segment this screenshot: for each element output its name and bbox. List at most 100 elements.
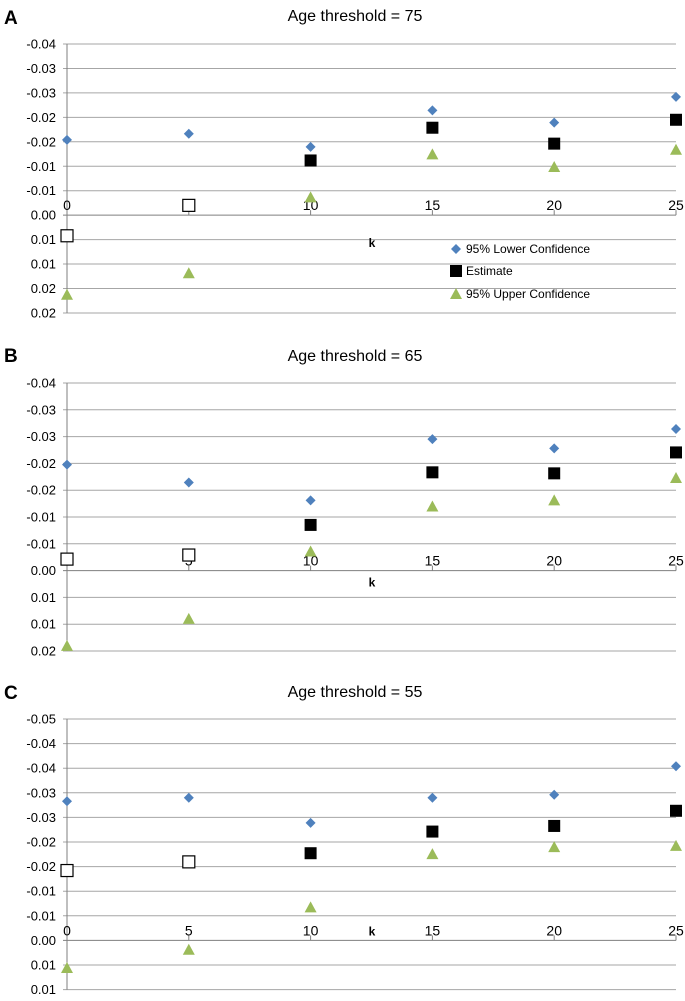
x-tick-label: 10 (303, 922, 319, 938)
y-tick-label: 0.00 (31, 933, 56, 948)
y-tick-label: -0.05 (26, 712, 56, 727)
x-axis-label: k (369, 236, 376, 250)
square-point (60, 229, 74, 243)
square-point (426, 121, 439, 134)
series-diamond (62, 423, 681, 506)
chart-panel-c: C Age threshold = 55 -0.05 -0.04 -0.04 -0.03 -… (4, 683, 684, 997)
diamond-point (671, 91, 681, 102)
square-point (670, 113, 682, 126)
y-tick-label: -0.03 (26, 429, 56, 444)
square-point (60, 863, 74, 878)
triangle-point (61, 961, 73, 973)
triangle-point (304, 901, 317, 913)
square-point (426, 466, 439, 479)
y-tick-label: -0.04 (26, 736, 56, 751)
diamond-point (62, 134, 72, 145)
series-triangle (61, 471, 682, 651)
square-point (548, 467, 561, 480)
diamond-point (183, 128, 194, 139)
y-tick-label: -0.01 (26, 908, 56, 923)
square-point (304, 847, 317, 860)
y-tick-label: -0.02 (26, 110, 56, 125)
legend-label: 95% Lower Confidence (466, 242, 590, 256)
y-tick-label: 0.00 (31, 208, 56, 223)
triangle-point (304, 545, 317, 557)
legend-label: 95% Upper Confidence (466, 287, 590, 301)
diamond-point (671, 761, 681, 772)
triangle-point (548, 161, 561, 173)
triangle-point (182, 267, 195, 279)
y-tick-label: -0.03 (26, 402, 56, 417)
triangle-point (182, 612, 195, 624)
legend-triangle-marker (450, 288, 462, 299)
square-point (304, 518, 317, 531)
square-point (670, 804, 682, 817)
y-tick-label: -0.02 (26, 483, 56, 498)
diamond-point (183, 792, 194, 803)
diamond-point (549, 789, 560, 800)
x-tick-label: 25 (668, 197, 684, 213)
y-tick-label: -0.02 (26, 835, 56, 850)
y-tick-label: -0.02 (26, 134, 56, 149)
square-point (548, 819, 561, 832)
square-point (304, 154, 317, 167)
y-tick-label: 0.02 (31, 281, 56, 296)
diamond-point (549, 443, 560, 454)
diamond-point (62, 459, 72, 470)
triangle-point (548, 494, 561, 506)
legend: 95% Lower Confidence Estimate 95% Upper Co… (450, 242, 590, 301)
series-square (60, 804, 682, 878)
y-tick-label: 0.01 (31, 590, 56, 605)
y-tick-label: 0.01 (31, 232, 56, 247)
y-tick-label: -0.01 (26, 510, 56, 525)
panel-label: C (4, 683, 18, 704)
legend-square-marker (450, 265, 462, 277)
panel-label: B (4, 346, 18, 367)
y-tick-label: -0.03 (26, 810, 56, 825)
square-point (182, 855, 196, 869)
triangle-point (426, 848, 439, 860)
y-tick-label: 0.01 (31, 257, 56, 272)
x-tick-label: 15 (425, 197, 441, 213)
y-tick-label: -0.03 (26, 85, 56, 100)
square-point (182, 548, 196, 562)
y-tick-label: -0.01 (26, 159, 56, 174)
x-tick-label: 25 (668, 922, 684, 938)
chart-title: Age threshold = 55 (288, 684, 423, 701)
diamond-point (183, 477, 194, 488)
x-tick-label: 0 (63, 922, 71, 938)
chart-panel-b: B Age threshold = 65 -0.04 -0.03 -0.03 -0.02 -… (4, 346, 684, 659)
triangle-point (304, 191, 317, 203)
y-tick-label: 0.02 (31, 305, 56, 320)
y-tick-label: -0.02 (26, 859, 56, 874)
legend-label: Estimate (466, 264, 513, 278)
triangle-point (61, 639, 73, 651)
diamond-point (427, 434, 438, 445)
y-tick-label: 0.01 (31, 982, 56, 997)
y-tick-label: 0.01 (31, 617, 56, 632)
chart-panel-a: A Age threshold = 75 -0.04 -0.03 -0.03 -0.02 -… (4, 8, 684, 320)
diamond-point (305, 817, 316, 828)
series-diamond (62, 91, 681, 152)
series-diamond (62, 761, 681, 828)
chart-title: Age threshold = 75 (288, 8, 423, 25)
x-tick-label: 15 (425, 553, 441, 569)
panel-label: A (4, 8, 18, 29)
x-tick-label: 10 (303, 553, 319, 569)
x-tick-label: 20 (546, 922, 562, 938)
series-triangle (61, 143, 682, 300)
y-tick-label: 0.02 (31, 644, 56, 659)
x-axis-label: k (369, 924, 376, 938)
series-square (60, 113, 682, 243)
y-tick-label: -0.01 (26, 183, 56, 198)
y-tick-label: -0.03 (26, 785, 56, 800)
diamond-point (305, 495, 316, 506)
x-tick-label: 25 (668, 553, 684, 569)
x-axis-label: k (369, 576, 376, 590)
y-tick-label: -0.01 (26, 536, 56, 551)
chart-title: Age threshold = 65 (288, 348, 423, 365)
triangle-point (548, 841, 561, 853)
series-square (60, 446, 682, 566)
y-tick-label: 0.01 (31, 958, 56, 973)
